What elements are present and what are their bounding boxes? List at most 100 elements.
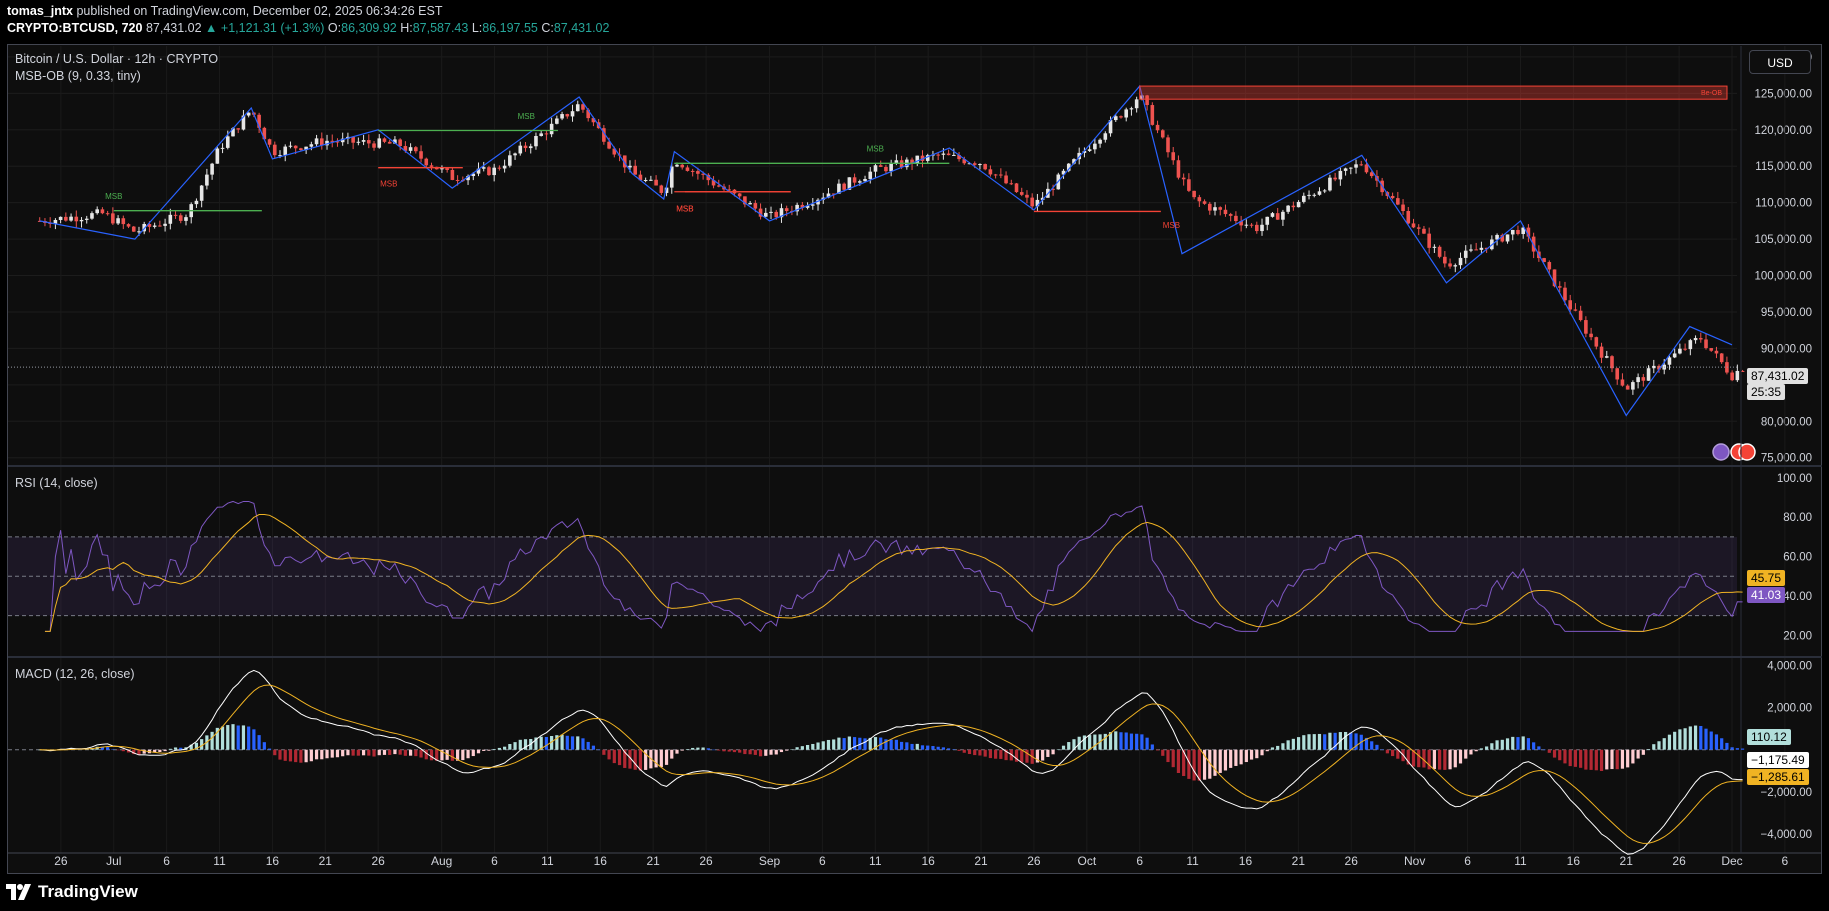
publish-header: tomas_jntx published on TradingView.com,…: [7, 4, 442, 19]
macd-histogram-bar: [1291, 738, 1295, 750]
candle-body: [393, 139, 397, 144]
macd-histogram-bar: [1025, 749, 1029, 763]
chart-frame[interactable]: [7, 44, 1822, 874]
macd-histogram-bar: [644, 749, 648, 770]
candle-body: [1129, 108, 1134, 110]
candle-body: [210, 163, 214, 175]
macd-histogram-bar: [1505, 738, 1510, 750]
candle-body: [873, 165, 878, 172]
candle-body: [1584, 320, 1588, 334]
time-axis-label: 21: [319, 854, 333, 868]
candle-body: [983, 164, 987, 170]
macd-histogram-bar: [414, 749, 418, 757]
macd-histogram-bar: [1427, 749, 1431, 770]
macd-histogram-bar: [1223, 749, 1228, 771]
macd-histogram-bar: [294, 749, 298, 763]
open-value: 86,309.92: [341, 21, 397, 35]
candle-body: [100, 209, 105, 214]
macd-histogram-bar: [1093, 734, 1097, 750]
candle-body: [272, 144, 277, 156]
candle-body: [163, 223, 167, 226]
tradingview-footer[interactable]: TradingView: [6, 882, 138, 902]
candle-body: [53, 219, 58, 224]
macd-histogram-bar: [1218, 749, 1222, 773]
candle-body: [1254, 224, 1259, 232]
price-axis-label: 100,000.00: [1754, 271, 1812, 283]
candle-body: [1354, 164, 1358, 168]
macd-axis-label: −4,000.00: [1761, 829, 1812, 841]
candle-body: [1343, 168, 1348, 171]
macd-histogram-bar: [1406, 749, 1410, 765]
macd-histogram-bar: [142, 749, 146, 754]
price-axis-label: 75,000.00: [1761, 453, 1812, 465]
candle-body: [1265, 216, 1270, 225]
up-arrow-icon: ▲: [205, 21, 218, 35]
candle-body: [267, 139, 272, 145]
candle-body: [946, 153, 951, 156]
candle-body: [1610, 356, 1614, 369]
candle-body: [1437, 246, 1442, 257]
candle-body: [1051, 188, 1055, 190]
macd-histogram-bar: [1735, 748, 1739, 750]
candle-body: [1427, 233, 1431, 248]
time-axis-label: 21: [974, 854, 988, 868]
macd-histogram-bar: [936, 746, 940, 750]
candle-body: [231, 128, 235, 137]
macd-histogram-bar: [1485, 746, 1489, 750]
candle-body: [889, 163, 893, 172]
author-name[interactable]: tomas_jntx: [7, 4, 73, 18]
candle-body: [1349, 167, 1353, 169]
macd-histogram-bar: [419, 749, 423, 758]
candle-body: [309, 144, 314, 147]
macd-histogram-bar: [220, 726, 225, 750]
candle-body: [105, 213, 110, 215]
macd-histogram-bar: [811, 743, 815, 750]
macd-histogram-bar: [576, 736, 580, 750]
candle-body: [1213, 207, 1217, 211]
candle-body: [1604, 356, 1609, 358]
macd-histogram-bar: [1537, 746, 1541, 750]
candle-body: [962, 159, 967, 164]
currency-button[interactable]: USD: [1749, 50, 1811, 74]
macd-histogram-bar: [685, 749, 690, 750]
price-axis-label: 120,000.00: [1754, 125, 1812, 137]
macd-histogram-bar: [1411, 749, 1416, 767]
macd-histogram-bar: [440, 749, 444, 761]
candle-body: [419, 151, 423, 159]
rsi-pane-title[interactable]: RSI (14, close): [15, 476, 98, 490]
candle-body: [952, 154, 956, 156]
macd-histogram-bar: [179, 747, 183, 750]
candle-body: [1725, 362, 1729, 373]
economic-event-icon: [1738, 443, 1756, 461]
macd-histogram-bar: [482, 749, 486, 751]
candle-body: [925, 155, 930, 161]
candle-body: [481, 167, 486, 169]
macd-pane-title[interactable]: MACD (12, 26, close): [15, 667, 135, 681]
candle-body: [1657, 365, 1661, 370]
macd-histogram-bar: [1443, 749, 1447, 770]
macd-histogram-tag: 110.12: [1747, 729, 1791, 745]
macd-histogram-bar: [341, 749, 345, 757]
msb-ob-indicator-title[interactable]: MSB-OB (9, 0.33, tiny): [15, 69, 141, 83]
candle-body: [1061, 170, 1066, 175]
macd-histogram-bar: [1568, 749, 1572, 767]
candle-body: [1719, 353, 1724, 363]
candle-body: [910, 159, 914, 164]
macd-histogram-bar: [1573, 749, 1578, 767]
macd-histogram-bar: [1636, 749, 1640, 759]
macd-histogram-bar: [382, 749, 387, 755]
candle-body: [455, 179, 460, 181]
candle-body: [79, 219, 84, 222]
candle-body: [1510, 229, 1515, 235]
candle-body: [1688, 340, 1693, 350]
candle-body: [779, 208, 784, 218]
macd-histogram-bar: [978, 749, 982, 756]
candle-body: [1557, 286, 1562, 288]
time-axis-label: 6: [819, 854, 826, 868]
macd-histogram-bar: [153, 749, 157, 753]
macd-histogram-bar: [832, 739, 836, 750]
macd-histogram-bar: [116, 749, 120, 751]
candle-body: [1302, 195, 1306, 202]
candle-body: [1401, 204, 1405, 211]
